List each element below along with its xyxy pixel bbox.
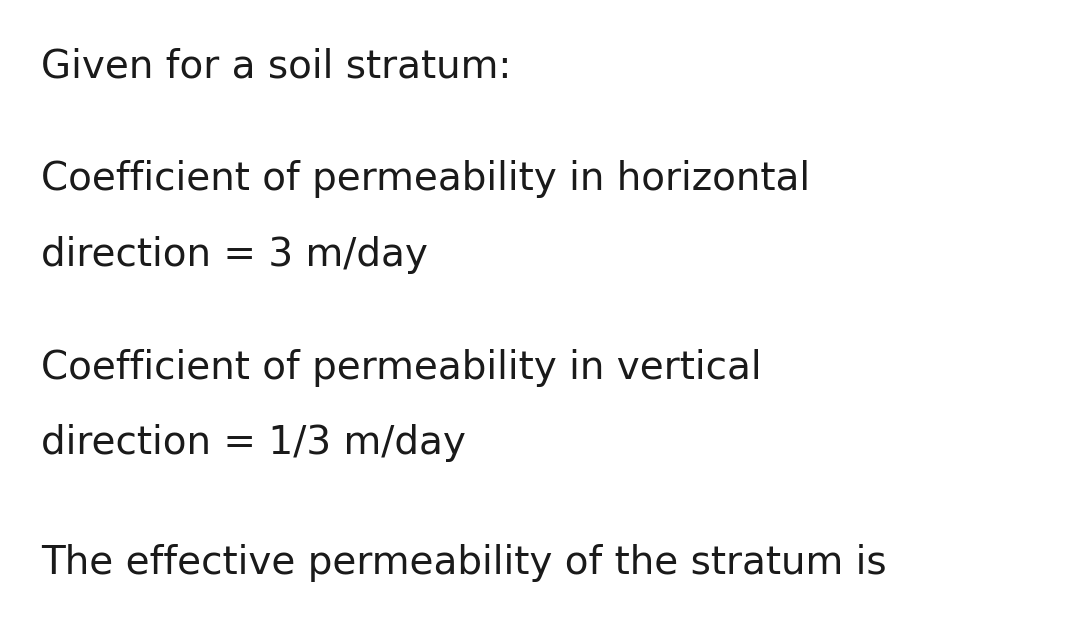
Text: Coefficient of permeability in vertical: Coefficient of permeability in vertical — [41, 349, 761, 387]
Text: The effective permeability of the stratum is: The effective permeability of the stratu… — [41, 544, 887, 582]
Text: Coefficient of permeability in horizontal: Coefficient of permeability in horizonta… — [41, 160, 810, 198]
Text: direction = 3 m/day: direction = 3 m/day — [41, 236, 428, 274]
Text: Given for a soil stratum:: Given for a soil stratum: — [41, 47, 512, 85]
Text: direction = 1/3 m/day: direction = 1/3 m/day — [41, 425, 465, 462]
